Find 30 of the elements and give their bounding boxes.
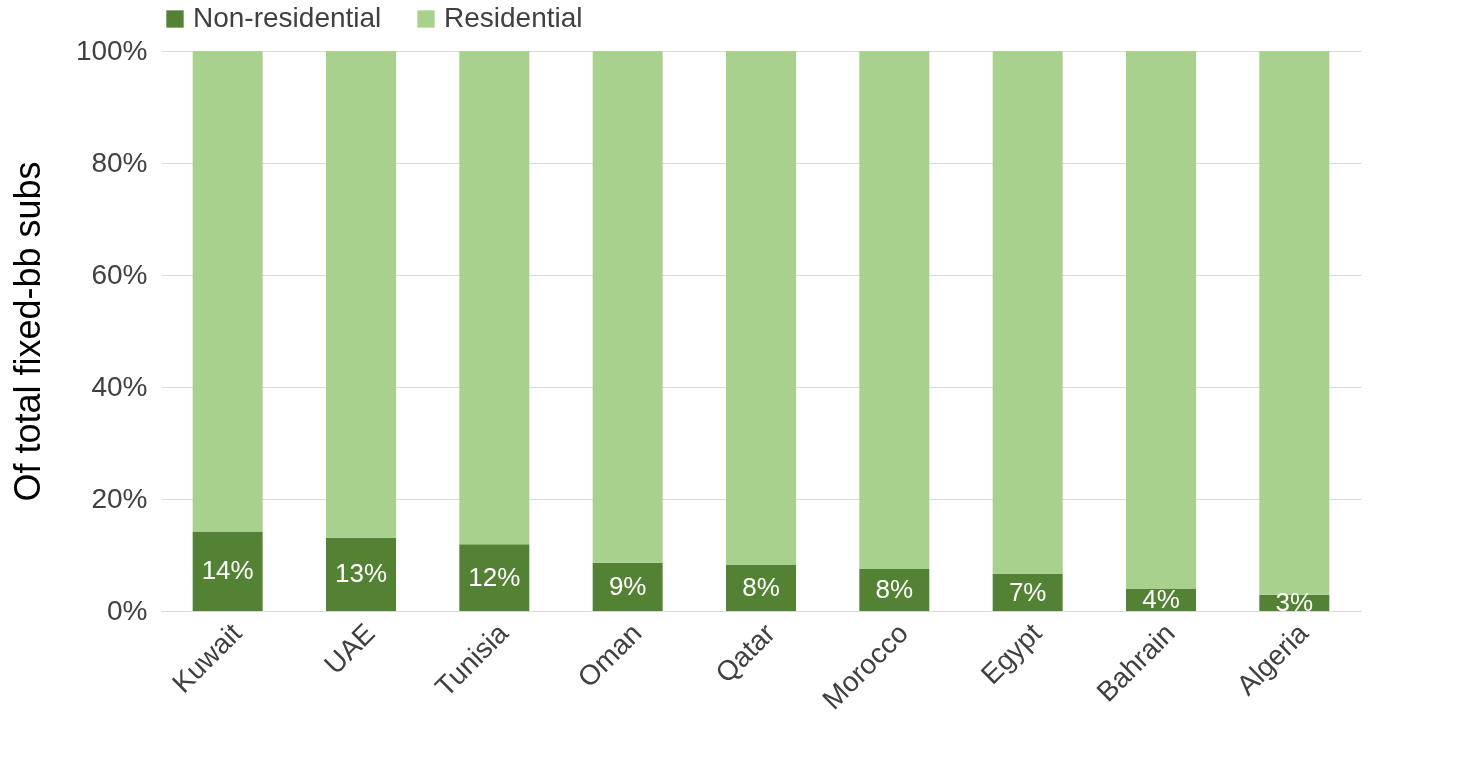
data-label: 8%: [875, 574, 914, 604]
y-tick-label: 0%: [107, 594, 148, 626]
y-tick-label: 20%: [91, 482, 148, 514]
bar: [326, 537, 396, 611]
bar: [592, 51, 663, 563]
data-label: 9%: [608, 570, 647, 601]
data-label: 7%: [1008, 576, 1047, 607]
data-label: 8%: [742, 571, 780, 602]
bar: [192, 51, 263, 532]
bar: [859, 51, 930, 569]
y-axis-title: Of total fixed-bb subs: [6, 161, 48, 502]
data-label: 4%: [1142, 583, 1180, 614]
data-label: 14%: [201, 555, 254, 586]
bar: [726, 51, 796, 565]
bar: [192, 531, 263, 611]
data-label: 12%: [468, 561, 521, 592]
bar: [326, 51, 396, 538]
legend-label: Residential: [444, 2, 583, 33]
bar: [992, 51, 1063, 575]
data-label: 13%: [334, 558, 388, 589]
y-tick-label: 40%: [91, 370, 148, 402]
bar: [459, 51, 530, 545]
y-tick-label: 100%: [75, 34, 148, 66]
bar: [459, 544, 530, 611]
legend-label: Non-residential: [193, 2, 382, 33]
y-tick-label: 80%: [91, 146, 148, 178]
bar: [1259, 51, 1330, 595]
bar: [1126, 51, 1196, 589]
data-label: 3%: [1275, 586, 1314, 617]
y-tick-label: 60%: [91, 258, 148, 290]
